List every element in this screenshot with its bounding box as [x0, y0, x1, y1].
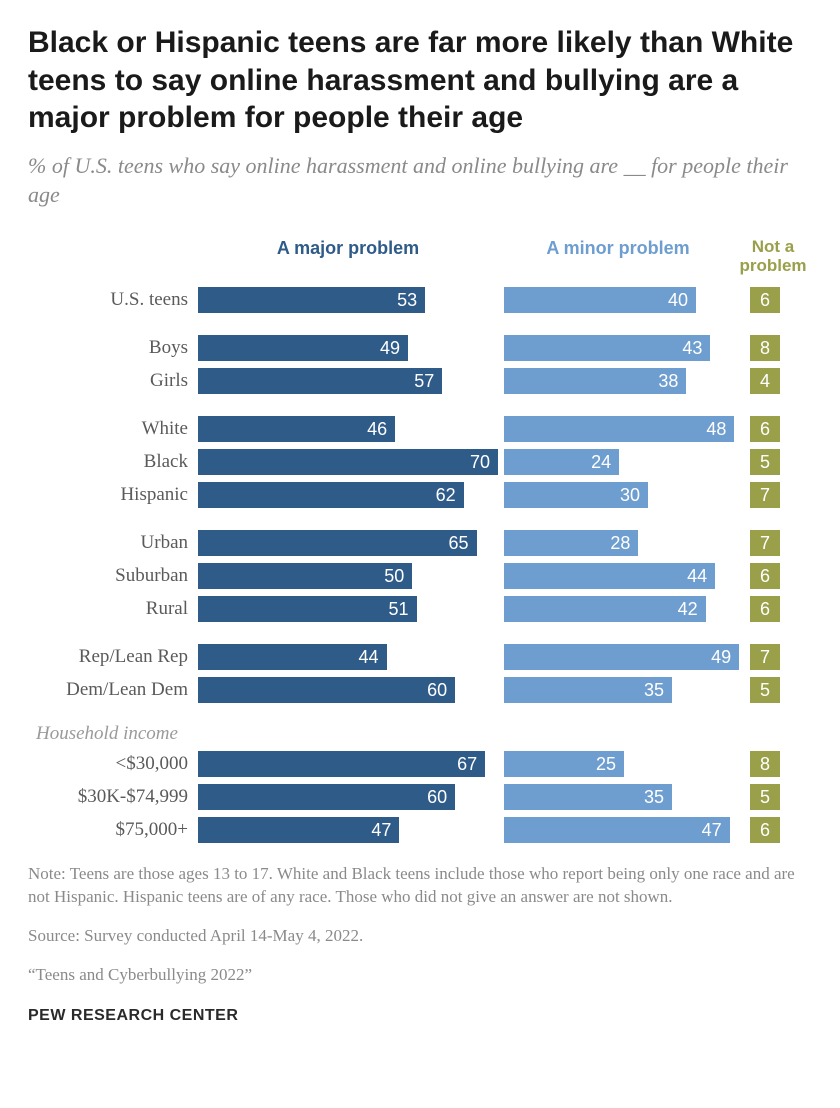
- data-row: $30K-$74,99960 35 5: [28, 782, 812, 812]
- bar-minor: 49: [504, 644, 739, 670]
- row-label: Dem/Lean Dem: [28, 679, 198, 701]
- bar-minor: 48: [504, 416, 734, 442]
- bar-not: 5: [750, 449, 780, 475]
- data-row: Girls57 38 4: [28, 366, 812, 396]
- bar-major: 65: [198, 530, 477, 556]
- bar-not: 6: [750, 596, 780, 622]
- bar-major: 67: [198, 751, 485, 777]
- bar-minor: 35: [504, 784, 672, 810]
- group: Urban65 28 7 Suburban50 44 6 Rural51 42 6: [28, 528, 812, 624]
- bar-minor: 40: [504, 287, 696, 313]
- row-label: Suburban: [28, 565, 198, 587]
- row-label: $30K-$74,999: [28, 786, 198, 808]
- bar-minor: 25: [504, 751, 624, 777]
- bar-minor: 42: [504, 596, 706, 622]
- row-label: Girls: [28, 370, 198, 392]
- bar-minor: 43: [504, 335, 710, 361]
- row-label: Hispanic: [28, 484, 198, 506]
- bar-major: 62: [198, 482, 464, 508]
- header-minor: A minor problem: [498, 238, 738, 275]
- bar-minor: 35: [504, 677, 672, 703]
- bar-not: 8: [750, 335, 780, 361]
- bar-not: 7: [750, 644, 780, 670]
- data-row: $75,000+47476: [28, 815, 812, 845]
- bar-not: 6: [750, 416, 780, 442]
- bar-not: 4: [750, 368, 780, 394]
- chart-report: “Teens and Cyberbullying 2022”: [28, 964, 812, 987]
- row-label: $75,000+: [28, 819, 198, 841]
- bar-not: 5: [750, 677, 780, 703]
- chart-subtitle: % of U.S. teens who say online harassmen…: [28, 151, 812, 210]
- group: White46 48 6 Black7024 5 Hispanic62 30 7: [28, 414, 812, 510]
- bar-minor: 47: [504, 817, 730, 843]
- bar-not: 6: [750, 287, 780, 313]
- data-row: Urban65 28 7: [28, 528, 812, 558]
- bar-not: 7: [750, 530, 780, 556]
- data-row: Rural51 42 6: [28, 594, 812, 624]
- data-row: U.S. teens53 40 6: [28, 285, 812, 315]
- bar-minor: 28: [504, 530, 638, 556]
- bar-minor: 24: [504, 449, 619, 475]
- data-row: Dem/Lean Dem60 35 5: [28, 675, 812, 705]
- row-label: Rural: [28, 598, 198, 620]
- bar-major: 51: [198, 596, 417, 622]
- group: Boys49 43 8 Girls57 38 4: [28, 333, 812, 396]
- bar-major: 44: [198, 644, 387, 670]
- bar-minor: 30: [504, 482, 648, 508]
- bar-minor: 44: [504, 563, 715, 589]
- data-row: <$30,00067 25 8: [28, 749, 812, 779]
- chart-title: Black or Hispanic teens are far more lik…: [28, 24, 812, 137]
- bar-major: 57: [198, 368, 442, 394]
- chart-note: Note: Teens are those ages 13 to 17. Whi…: [28, 863, 812, 909]
- bar-not: 5: [750, 784, 780, 810]
- bar-major: 46: [198, 416, 395, 442]
- bar-not: 7: [750, 482, 780, 508]
- bar-major: 70: [198, 449, 498, 475]
- attribution: PEW RESEARCH CENTER: [28, 1007, 812, 1025]
- data-row: Rep/Lean Rep44 49 7: [28, 642, 812, 672]
- row-label: Boys: [28, 337, 198, 359]
- row-label: <$30,000: [28, 753, 198, 775]
- bar-major: 49: [198, 335, 408, 361]
- chart-source: Source: Survey conducted April 14-May 4,…: [28, 925, 812, 948]
- header-major: A major problem: [198, 238, 498, 275]
- bar-not: 6: [750, 563, 780, 589]
- chart-area: A major problem A minor problem Not a pr…: [28, 238, 812, 845]
- group: Household income <$30,00067 25 8 $30K-$74,99…: [28, 723, 812, 845]
- data-row: Black7024 5: [28, 447, 812, 477]
- header-not: Not a problem: [738, 238, 808, 275]
- bar-major: 47: [198, 817, 399, 843]
- bar-major: 53: [198, 287, 425, 313]
- row-label: Black: [28, 451, 198, 473]
- data-row: Suburban50 44 6: [28, 561, 812, 591]
- data-row: Boys49 43 8: [28, 333, 812, 363]
- data-row: Hispanic62 30 7: [28, 480, 812, 510]
- group: U.S. teens53 40 6: [28, 285, 812, 315]
- data-row: White46 48 6: [28, 414, 812, 444]
- row-label: Rep/Lean Rep: [28, 646, 198, 668]
- bar-not: 6: [750, 817, 780, 843]
- group: Rep/Lean Rep44 49 7 Dem/Lean Dem60 35 5: [28, 642, 812, 705]
- row-label: U.S. teens: [28, 289, 198, 311]
- column-headers: A major problem A minor problem Not a pr…: [28, 238, 812, 275]
- bar-not: 8: [750, 751, 780, 777]
- bar-minor: 38: [504, 368, 686, 394]
- bar-major: 60: [198, 677, 455, 703]
- bar-major: 50: [198, 563, 412, 589]
- group-label: Household income: [36, 723, 812, 745]
- row-label: White: [28, 418, 198, 440]
- bar-major: 60: [198, 784, 455, 810]
- row-label: Urban: [28, 532, 198, 554]
